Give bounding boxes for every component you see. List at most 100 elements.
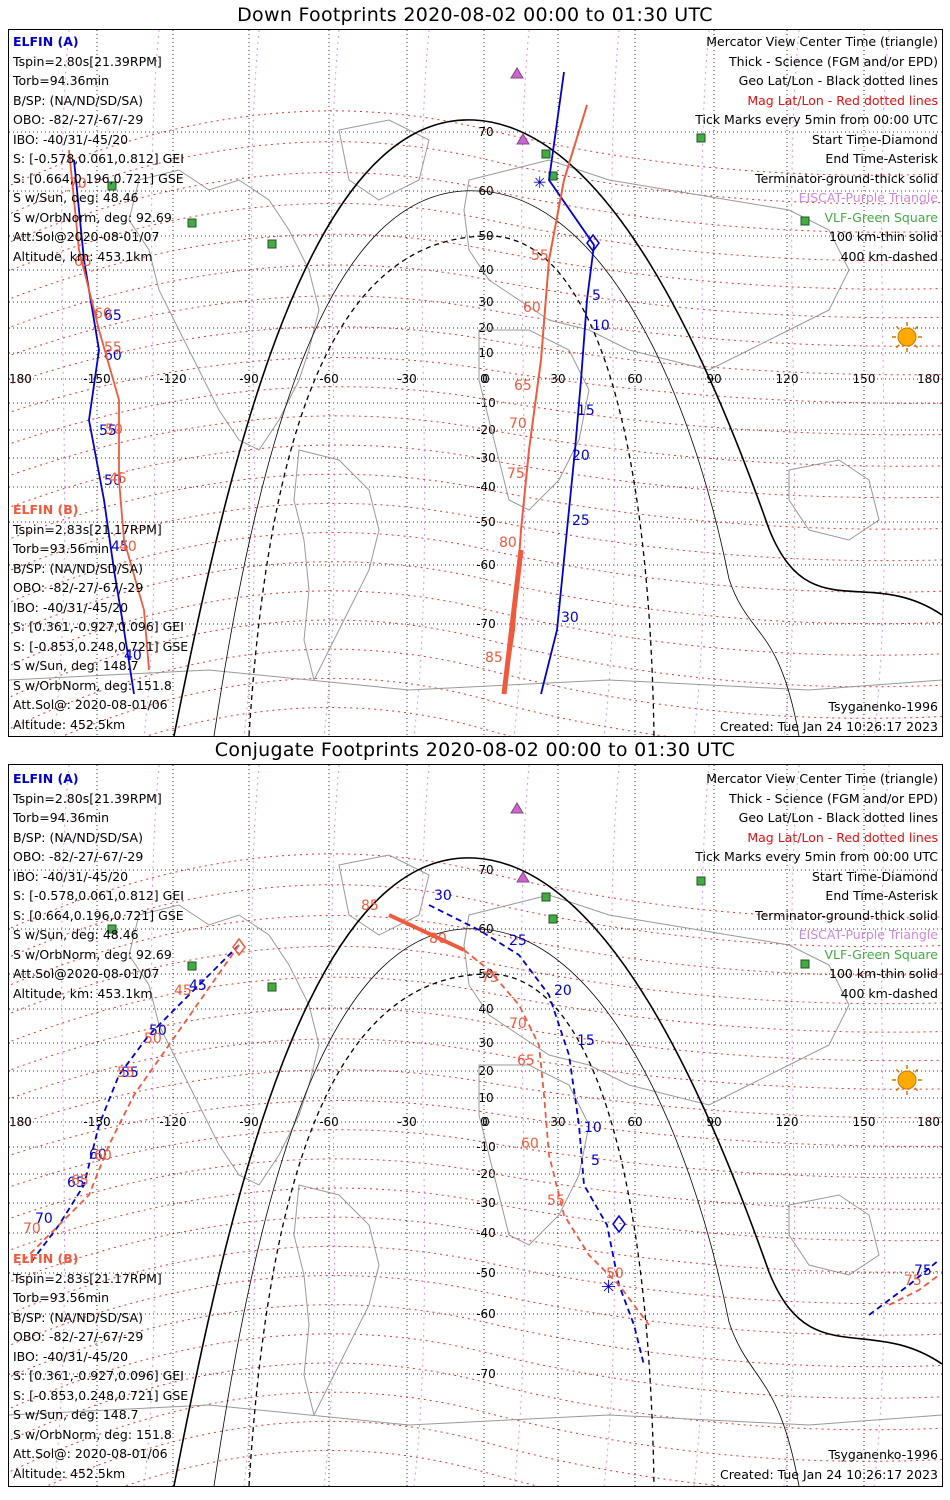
elfin-b-track-left <box>18 944 240 1266</box>
lon-tick-label: -30 <box>397 372 417 386</box>
elfin-b-info-line: Torb=93.56min <box>13 541 110 556</box>
map-panel-down: 70 60 50 40 30 20 10 0 -10 -20 -30 -40 -50 -60 -70 180-… <box>8 29 943 737</box>
legend-item: VLF-Green Square <box>824 946 938 962</box>
elfin-a-info-line: Altitude, km: 453.1km <box>13 985 153 1001</box>
elfin-b-info-line: Torb=93.56min <box>13 1290 110 1305</box>
mag-lat-line <box>9 110 942 187</box>
vlf-square-icon <box>696 133 706 143</box>
elfin-a-tick-label: 45 <box>189 978 207 994</box>
elfin-b-info-line: Att.Sol@: 2020-08-01/06 <box>13 697 168 712</box>
elfin-b-header: ELFIN (B) <box>13 502 79 517</box>
coastline <box>338 119 430 201</box>
mag-lon-line <box>243 765 260 1486</box>
elfin-a-tick-label: 15 <box>577 1033 595 1049</box>
lat-tick-label: 70 <box>478 125 493 139</box>
elfin-a-info-line: S: [0.664,0.196,0.721] GSE <box>13 907 184 923</box>
lat-tick-label: 60 <box>478 184 493 198</box>
legend-item: EISCAT-Purple Triangle <box>798 927 938 942</box>
legend-item: VLF-Green Square <box>824 209 938 225</box>
elfin-a-info-line: Tspin=2.80s[21.39RPM] <box>13 53 162 69</box>
eiscat-triangle-icon <box>510 802 524 814</box>
created-label: Created: Tue Jan 24 10:26:17 2023 <box>719 1466 938 1482</box>
lon-tick-label: 60 <box>627 372 642 386</box>
elfin-b-info-line: S: [0.361,-0.927,0.096] GEI <box>13 1368 184 1383</box>
mag-lon-grid <box>53 765 890 1486</box>
elfin-a-tick-label: 75 <box>914 1263 932 1279</box>
lon-tick-label: 0 <box>480 372 488 386</box>
mercator-map-conjugate: 706050403020100-10-20-30-40-50-60-70180-… <box>9 765 942 1486</box>
coastlines <box>9 119 942 691</box>
terminator-100km <box>213 928 800 1486</box>
terminator-400km <box>248 973 655 1486</box>
model-label: Tsyganenko-1996 <box>828 1447 938 1462</box>
mag-lat-line <box>9 444 942 508</box>
lat-tick-label: -70 <box>476 617 496 631</box>
model-label: Tsyganenko-1996 <box>828 699 938 714</box>
mag-lat-line <box>9 590 942 667</box>
panel-title-down: Down Footprints 2020-08-02 00:00 to 01:3… <box>237 4 713 26</box>
mag-lon-line <box>513 30 530 736</box>
mag-lon-line <box>783 30 800 736</box>
elfin-a-tick-label: 15 <box>577 403 595 419</box>
elfin-b-header: ELFIN (B) <box>13 1251 79 1266</box>
vlf-square-icon <box>267 982 277 992</box>
mag-lat-line <box>9 976 942 1043</box>
elfin-b-science-segment <box>501 549 524 695</box>
mag-lat-line <box>9 648 942 730</box>
legend-item: Mercator View Center Time (triangle) <box>706 34 938 49</box>
elfin-a-tick-label: 50 <box>104 473 122 489</box>
lat-tick-label: 0 <box>482 372 490 386</box>
sun-ray <box>895 1087 900 1092</box>
legend-item: End Time-Asterisk <box>825 151 938 166</box>
mercator-map-down: 706050403020100-10-20-30-40-50-60-70180-… <box>9 30 942 736</box>
vlf-square-icon <box>107 181 117 191</box>
footprint-tracks: 51015202530656055504540✳5560657075808570… <box>68 71 610 695</box>
mag-lat-line <box>9 1129 942 1188</box>
elfin-a-info-line: OBO: -82/-27/-67/-29 <box>13 849 144 864</box>
eiscat-triangle-icon <box>510 67 524 79</box>
coastline <box>9 669 942 691</box>
elfin-a-tick-label: 30 <box>561 610 579 626</box>
sun-disc <box>897 327 917 347</box>
elfin-b-tick-label: 70 <box>509 1016 527 1032</box>
created-label: Created: Tue Jan 24 10:26:17 2023 <box>719 718 938 734</box>
elfin-a-tick-label: 55 <box>121 1065 139 1081</box>
lon-tick-label: -120 <box>159 1115 186 1129</box>
lat-tick-label: -40 <box>476 1226 496 1240</box>
vlf-square-icon <box>696 876 706 886</box>
legend: Mercator View Center Time (triangle) Thic… <box>695 32 938 266</box>
sun-icon <box>892 322 922 352</box>
elfin-b-info-line: IBO: -40/31/-45/20 <box>13 599 129 615</box>
sun-ray <box>914 1068 919 1073</box>
elfin-b-track-right-edge <box>888 1274 940 1306</box>
mag-lon-line <box>243 30 260 736</box>
sun-icon <box>892 1065 922 1095</box>
elfin-b-tick-label: 75 <box>507 466 525 482</box>
geo-grid: 706050403020100-10-20-30-40-50-60-70180-… <box>9 765 942 1486</box>
elfin-b-tick-label: 70 <box>69 176 87 192</box>
lon-tick-label: -60 <box>319 1115 339 1129</box>
lon-tick-label: 30 <box>550 372 565 386</box>
coastlines <box>9 854 942 1426</box>
lat-tick-label: -20 <box>476 1167 496 1181</box>
lat-tick-label: 10 <box>478 346 493 360</box>
terminators <box>173 857 942 1486</box>
legend-item: Mag Lat/Lon - Red dotted lines <box>747 829 938 845</box>
lat-tick-label: 30 <box>478 1036 493 1050</box>
mag-lat-line <box>9 619 942 699</box>
elfin-a-track-left <box>73 159 135 695</box>
lon-tick-label: 120 <box>776 372 799 386</box>
start-diamond-icon <box>612 1214 626 1234</box>
elfin-b-info: ELFIN (B) Tspin=2.83s[21.17RPM] Torb=93.5… <box>13 1249 188 1483</box>
coastline <box>788 459 880 541</box>
sun-disc <box>897 1070 917 1090</box>
elfin-a-tick-label: 70 <box>35 1211 53 1227</box>
elfin-a-info: ELFIN (A) Tspin=2.80s[21.39RPM] Torb=94.3… <box>13 769 184 1003</box>
elfin-a-tick-label: 10 <box>592 318 610 334</box>
mag-lat-line <box>9 357 942 413</box>
markers <box>107 67 922 352</box>
legend-item: End Time-Asterisk <box>825 888 938 903</box>
mag-lat-line <box>9 326 942 385</box>
lat-tick-label: 20 <box>478 321 493 335</box>
lon-tick-label: -30 <box>397 1115 417 1129</box>
